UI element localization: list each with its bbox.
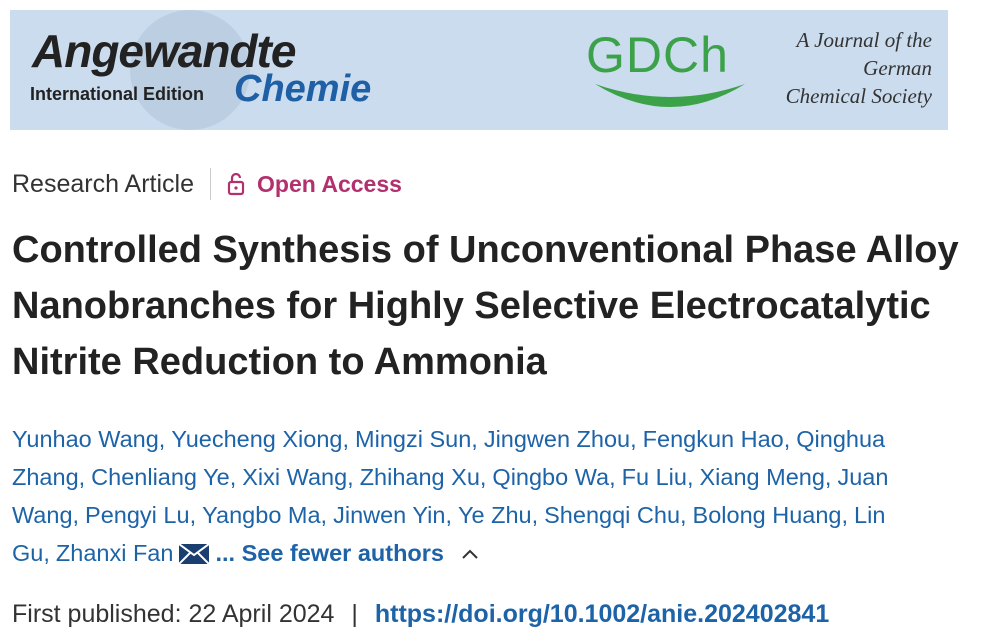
journal-banner: Angewandte International Edition Chemie … <box>10 10 948 130</box>
see-fewer-authors[interactable]: ... See fewer authors <box>215 540 445 566</box>
society-text: A Journal of the German Chemical Society <box>786 26 932 110</box>
lock-icon <box>227 172 245 196</box>
article-title: Controlled Synthesis of Unconventional P… <box>12 229 959 383</box>
access-label: Open Access <box>257 170 402 197</box>
author[interactable]: Juan Wang, <box>12 464 889 528</box>
author[interactable]: Xixi Wang, <box>242 464 354 490</box>
author[interactable]: Jinwen Yin, <box>333 502 452 528</box>
logo-arc <box>595 84 745 107</box>
author[interactable]: Qinghua Zhang, <box>12 426 886 490</box>
author[interactable]: Xiang Meng, <box>699 464 832 490</box>
open-access[interactable]: Open Access <box>227 171 402 198</box>
email-icon[interactable] <box>178 543 211 565</box>
author[interactable]: Lin Gu, <box>12 502 886 566</box>
author[interactable]: Zhihang Xu, <box>359 464 487 490</box>
doi-link[interactable]: https://doi.org/10.1002/anie.202402841 <box>374 600 830 628</box>
author[interactable]: Zhanxi Fan <box>55 540 174 566</box>
author[interactable]: Mingzi Sun, <box>355 426 478 452</box>
author[interactable]: Pengyi Lu, <box>85 502 197 528</box>
divider <box>210 168 212 200</box>
society-line: Chemical Society <box>785 84 932 108</box>
article-meta: Research Article Open Access <box>12 168 402 200</box>
journal-name: Angewandte <box>32 25 296 77</box>
author[interactable]: Jingwen Zhou, <box>483 426 637 452</box>
society-line: A Journal of the <box>796 28 932 52</box>
author[interactable]: Yunhao Wang, <box>12 426 166 452</box>
author[interactable]: Fu Liu, <box>621 464 694 490</box>
author[interactable]: Yangbo Ma, <box>202 502 328 528</box>
author[interactable]: Chenliang Ye, <box>91 464 237 490</box>
author[interactable]: Ye Zhu, <box>457 502 539 528</box>
author[interactable]: Yuecheng Xiong, <box>171 426 350 452</box>
published-label: First published: <box>12 600 182 628</box>
author[interactable]: Fengkun Hao, <box>642 426 791 452</box>
edition: International Edition <box>30 84 204 104</box>
author[interactable]: Qingbo Wa, <box>492 464 616 490</box>
published-date: 22 April 2024 <box>188 600 335 628</box>
author[interactable]: Bolong Huang, <box>692 502 849 528</box>
journal-sub: Chemie <box>234 68 372 110</box>
society-logo: GDCh <box>586 27 729 83</box>
author[interactable]: Shengqi Chu, <box>544 502 687 528</box>
banner-circle <box>130 10 250 130</box>
society-line: German <box>863 56 932 80</box>
chevron-up[interactable] <box>460 547 480 561</box>
separator: | <box>351 600 358 628</box>
publication-info: First published: 22 April 2024 | https:/… <box>12 600 829 629</box>
article-type: Research Article <box>12 169 195 198</box>
author-list: Yunhao Wang, Yuecheng Xiong, Mingzi Sun, Ji… <box>12 420 997 572</box>
